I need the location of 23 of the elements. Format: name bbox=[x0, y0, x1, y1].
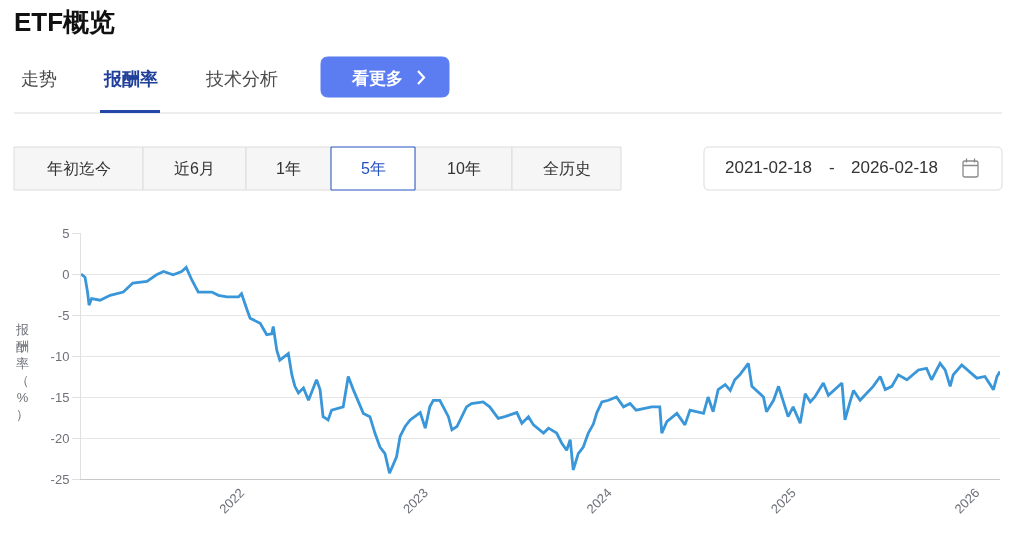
text: 报酬率 bbox=[103, 69, 158, 89]
y-tick-label: -15 bbox=[50, 389, 70, 405]
text: 全历史 bbox=[543, 160, 591, 177]
text: 近6月 bbox=[174, 160, 215, 177]
y-tick-label: -20 bbox=[50, 430, 70, 446]
y-axis-title: 报酬率（%） bbox=[15, 322, 29, 422]
text: 走势 bbox=[21, 69, 57, 89]
text: 5年 bbox=[361, 160, 386, 177]
line-series bbox=[81, 266, 1000, 475]
y-tick-label: 0 bbox=[62, 266, 70, 282]
text: 2021-02-18 bbox=[725, 158, 812, 177]
text: 年初迄今 bbox=[47, 160, 111, 177]
text: 1年 bbox=[276, 160, 301, 177]
text: 看更多 bbox=[351, 69, 403, 88]
text: 2026-02-18 bbox=[851, 158, 938, 177]
chart-title: ETF概览 bbox=[14, 7, 116, 38]
text: - bbox=[829, 158, 835, 177]
text: 技术分析 bbox=[205, 69, 278, 89]
y-tick-label: 5 bbox=[62, 225, 70, 241]
y-tick-label: -10 bbox=[50, 348, 70, 364]
text: 10年 bbox=[447, 160, 481, 177]
y-tick-label: -25 bbox=[50, 471, 70, 487]
y-tick-label: -5 bbox=[57, 307, 70, 323]
